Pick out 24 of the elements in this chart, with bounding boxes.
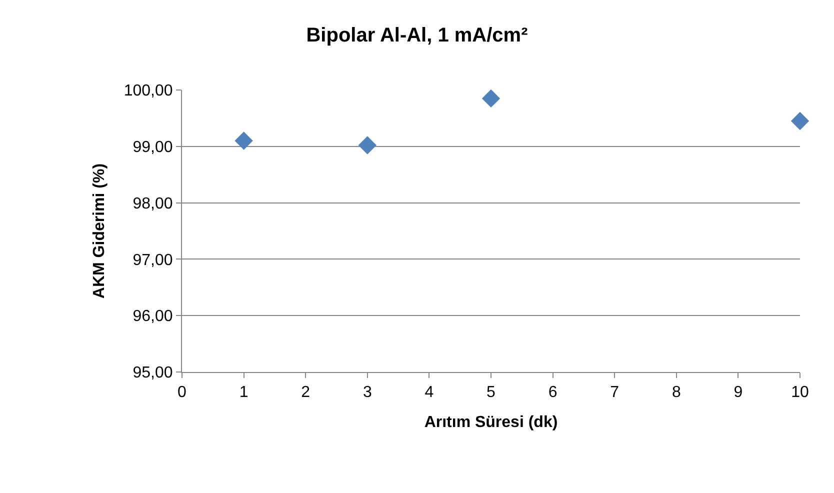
x-tick-label: 1	[239, 384, 248, 402]
x-tick-label: 10	[791, 384, 809, 402]
x-tick-label: 0	[178, 384, 187, 402]
point	[482, 89, 500, 108]
x-tick-label: 3	[362, 384, 372, 402]
x-tick-label: 7	[610, 384, 620, 402]
y-axis-title: AKM Giderimi (%)	[90, 163, 108, 299]
x-axis-title: Arıtım Süresi (dk)	[424, 414, 558, 431]
x-tick-label: 8	[672, 384, 681, 402]
point	[790, 112, 810, 130]
x-tick-label: 4	[424, 384, 434, 402]
y-tick-label: 99,00	[132, 139, 173, 156]
y-tick-label: 100,00	[124, 82, 173, 100]
x-tick-label: 5	[486, 384, 496, 402]
y-tick-label: 96,00	[132, 308, 173, 326]
y-tick-label: 98,00	[132, 195, 173, 212]
y-tick-label: 97,00	[132, 252, 173, 269]
chart-title: Bipolar Al-Al, 1 mA/cm²	[306, 24, 528, 47]
y-tick-label: 95,00	[132, 364, 173, 382]
x-tick-label: 2	[301, 384, 310, 402]
point	[234, 132, 253, 150]
x-tick-label: 9	[734, 384, 743, 402]
x-tick-label: 6	[548, 384, 558, 402]
point	[358, 136, 376, 154]
